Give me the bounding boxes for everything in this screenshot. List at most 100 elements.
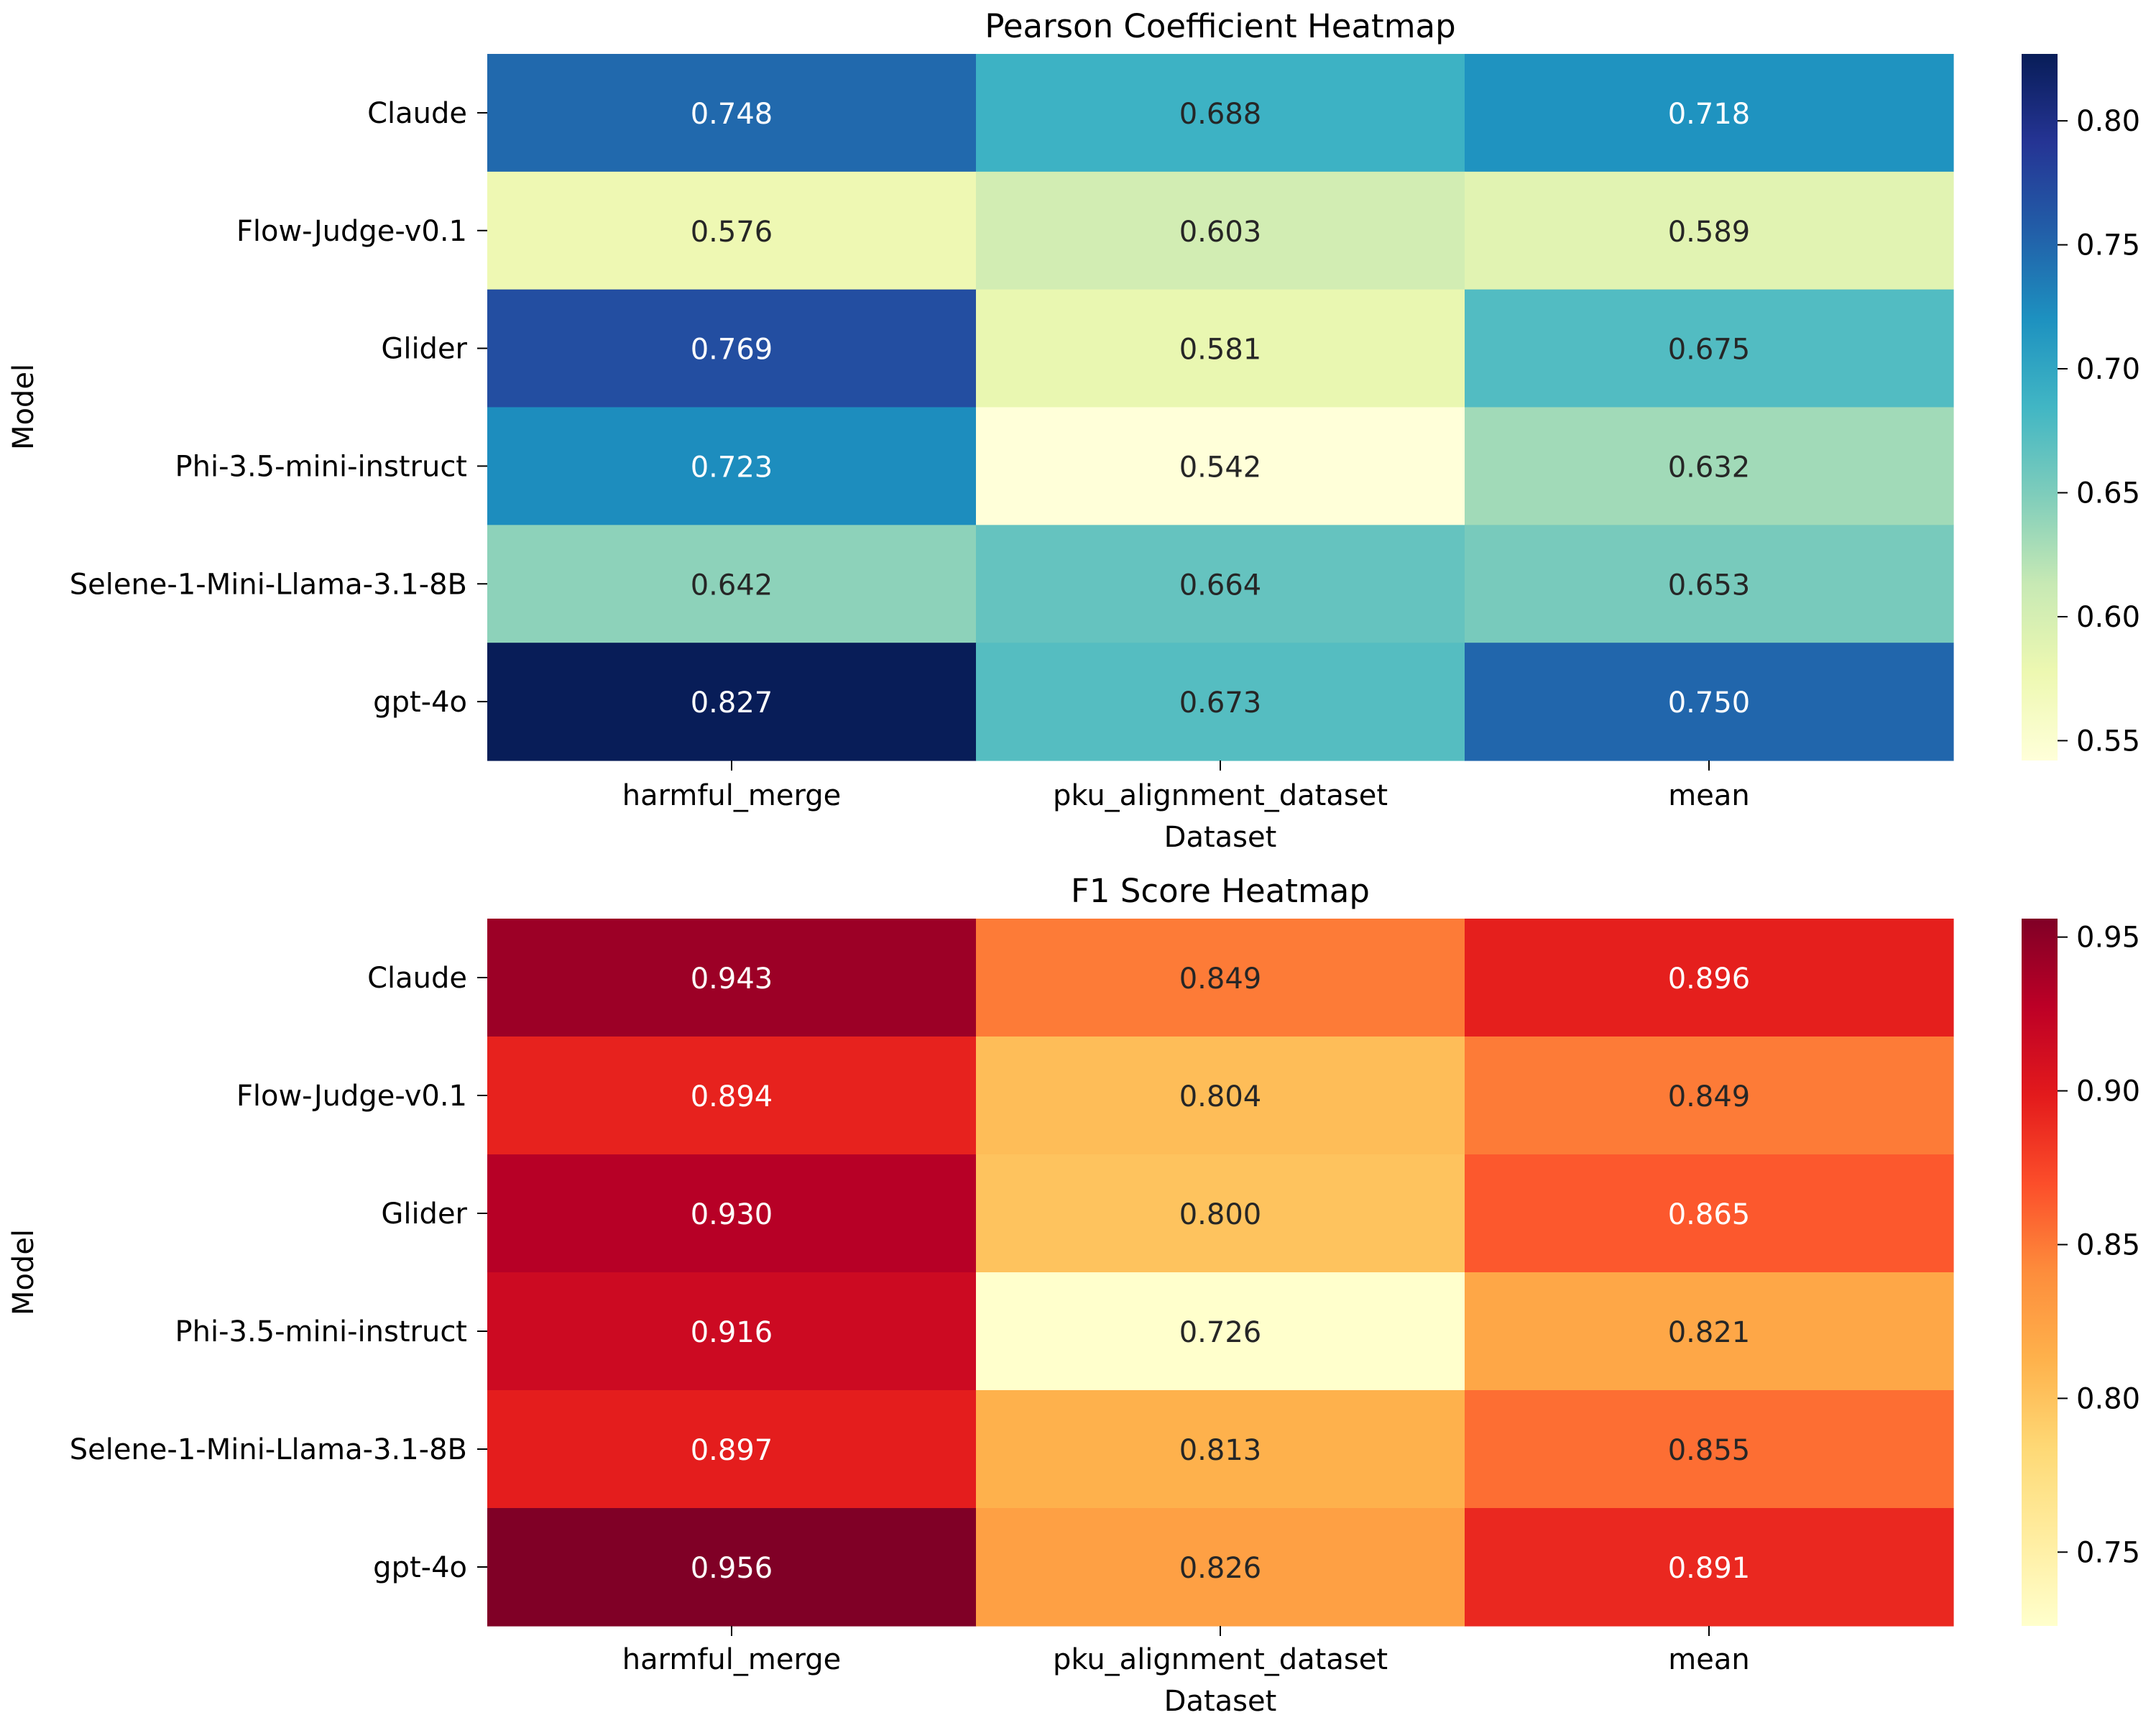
cell-value-label: 0.603 (1179, 216, 1262, 249)
cell-value-label: 0.800 (1179, 1198, 1262, 1231)
cell-value-label: 0.897 (691, 1434, 773, 1467)
colorbar-tick-label: 0.75 (2076, 1536, 2140, 1569)
chart-title: Pearson Coefficient Heatmap (985, 7, 1455, 45)
cell-value-label: 0.723 (691, 451, 773, 484)
y-tick-label: Flow-Judge-v0.1 (236, 1080, 467, 1113)
heatmap-cell (487, 54, 977, 173)
heatmap-cell (1465, 919, 1954, 1037)
y-tick-label: Claude (367, 97, 467, 130)
heatmap-cell (1465, 1508, 1954, 1627)
colorbar-tick-label: 0.55 (2076, 725, 2140, 758)
heatmap-cell (1465, 1037, 1954, 1155)
heatmap-cell (976, 1154, 1465, 1273)
heatmap-cell (487, 1390, 977, 1509)
cell-value-label: 0.956 (691, 1552, 773, 1585)
heatmap-cell (1465, 525, 1954, 643)
y-tick-label: gpt-4o (373, 686, 467, 719)
y-tick-label: Phi-3.5-mini-instruct (175, 450, 467, 483)
cell-value-label: 0.642 (691, 569, 773, 602)
cell-value-label: 0.726 (1179, 1316, 1262, 1349)
heatmap-cell (487, 171, 977, 290)
heatmap-cell (1465, 407, 1954, 525)
cell-value-label: 0.930 (691, 1198, 773, 1231)
colorbar-tick-label: 0.80 (2076, 1382, 2140, 1415)
y-tick-label: Selene-1-Mini-Llama-3.1-8B (70, 1433, 467, 1466)
colorbar-tick-label: 0.95 (2076, 922, 2140, 955)
cell-value-label: 0.750 (1668, 686, 1751, 720)
y-tick-label: Phi-3.5-mini-instruct (175, 1315, 467, 1348)
y-axis-label: Model (7, 364, 40, 450)
heatmap-cell (487, 525, 977, 643)
cell-value-label: 0.943 (691, 962, 773, 996)
x-axis-label: Dataset (1164, 821, 1277, 854)
heatmap-cell (976, 1508, 1465, 1627)
chart-title: F1 Score Heatmap (1071, 872, 1370, 910)
heatmap-cell (976, 1037, 1465, 1155)
x-tick-label: harmful_merge (622, 779, 841, 812)
colorbar-tick-label: 0.65 (2076, 477, 2140, 510)
x-axis-label: Dataset (1164, 1685, 1277, 1718)
heatmap-cell (487, 1154, 977, 1273)
y-axis-label: Model (7, 1229, 40, 1315)
heatmap-cell (487, 1037, 977, 1155)
cell-value-label: 0.664 (1179, 569, 1262, 602)
colorbar-tick-label: 0.85 (2076, 1228, 2140, 1261)
heatmap-cell (976, 525, 1465, 643)
heatmap-cell (1465, 1154, 1954, 1273)
cell-value-label: 0.769 (691, 334, 773, 367)
heatmap-cell (1465, 643, 1954, 761)
heatmap-cell (487, 643, 977, 761)
cell-value-label: 0.827 (691, 686, 773, 720)
cell-value-label: 0.688 (1179, 98, 1262, 131)
heatmap-cell (976, 643, 1465, 761)
heatmap-cell (487, 919, 977, 1037)
heatmap-cell (976, 1272, 1465, 1391)
cell-value-label: 0.916 (691, 1316, 773, 1349)
colorbar-tick-label: 0.75 (2076, 229, 2140, 262)
heatmap-cell (976, 289, 1465, 408)
x-tick-label: pku_alignment_dataset (1053, 1643, 1388, 1676)
cell-value-label: 0.748 (691, 98, 773, 131)
colorbar-tick-label: 0.80 (2076, 105, 2140, 138)
heatmap-cell (1465, 54, 1954, 173)
cell-value-label: 0.804 (1179, 1080, 1262, 1113)
cell-value-label: 0.673 (1179, 686, 1262, 720)
heatmap-cell (1465, 1390, 1954, 1509)
cell-value-label: 0.891 (1668, 1552, 1751, 1585)
heatmap-cell (976, 1390, 1465, 1509)
y-tick-label: gpt-4o (373, 1551, 467, 1584)
colorbar-tick-label: 0.60 (2076, 601, 2140, 634)
colorbar-tick-label: 0.90 (2076, 1075, 2140, 1108)
cell-value-label: 0.896 (1668, 962, 1751, 996)
y-tick-label: Glider (381, 333, 467, 366)
heatmap-cell (976, 54, 1465, 173)
cell-value-label: 0.813 (1179, 1434, 1262, 1467)
heatmap-cell (487, 289, 977, 408)
cell-value-label: 0.718 (1668, 98, 1751, 131)
heatmap-cell (1465, 171, 1954, 290)
cell-value-label: 0.865 (1668, 1198, 1751, 1231)
cell-value-label: 0.542 (1179, 451, 1262, 484)
heatmap-cell (487, 1272, 977, 1391)
y-tick-label: Selene-1-Mini-Llama-3.1-8B (70, 568, 467, 601)
y-tick-label: Claude (367, 962, 467, 995)
x-tick-label: harmful_merge (622, 1643, 841, 1676)
cell-value-label: 0.675 (1668, 334, 1751, 367)
colorbar (2022, 919, 2058, 1626)
x-tick-label: mean (1668, 779, 1749, 812)
cell-value-label: 0.632 (1668, 451, 1751, 484)
y-tick-label: Glider (381, 1198, 467, 1231)
colorbar-tick-label: 0.70 (2076, 353, 2140, 386)
cell-value-label: 0.849 (1179, 962, 1262, 996)
cell-value-label: 0.653 (1668, 569, 1751, 602)
x-tick-label: pku_alignment_dataset (1053, 779, 1388, 812)
heatmap-cell (976, 407, 1465, 525)
heatmap-cell (976, 171, 1465, 290)
cell-value-label: 0.894 (691, 1080, 773, 1113)
heatmap-cell (976, 919, 1465, 1037)
colorbar (2022, 54, 2058, 760)
x-tick-label: mean (1668, 1643, 1749, 1676)
y-tick-label: Flow-Judge-v0.1 (236, 215, 467, 248)
